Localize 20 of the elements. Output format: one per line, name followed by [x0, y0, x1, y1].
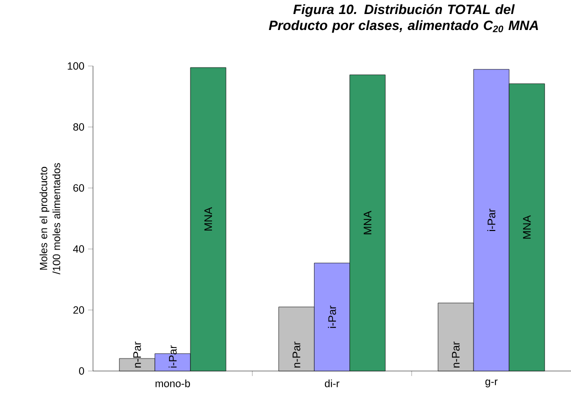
text: i-Par: [328, 306, 336, 328]
text: n-Par: [292, 342, 300, 368]
x-tick-label: g-r: [485, 380, 498, 388]
y-tick-label: 20: [73, 306, 84, 314]
series-label: i-Par: [168, 345, 177, 368]
text: MNA: [523, 215, 531, 239]
y-axis-title: Moles en el prodcucto /100 moles alimentados: [40, 163, 60, 274]
y-tick-label: 60: [73, 184, 84, 192]
y-tick-label: 100: [68, 62, 84, 70]
text: MNA: [364, 210, 372, 234]
series-label: MNA: [204, 207, 212, 231]
y-tick-label: 0: [79, 367, 84, 375]
y-tick-label: 80: [73, 123, 84, 131]
text: n-Par: [133, 342, 141, 368]
x-tick-label: mono-b: [156, 380, 190, 388]
x-tick-label: di-r: [324, 380, 340, 388]
y-tick-label: 40: [73, 245, 84, 253]
text: n-Par: [452, 342, 460, 368]
text: i-Par: [487, 208, 496, 232]
chart-title: Figura 10. Distribución TOTAL del Producto por clases, alimentado C$_{20}$ MNA: [268, 4, 538, 33]
